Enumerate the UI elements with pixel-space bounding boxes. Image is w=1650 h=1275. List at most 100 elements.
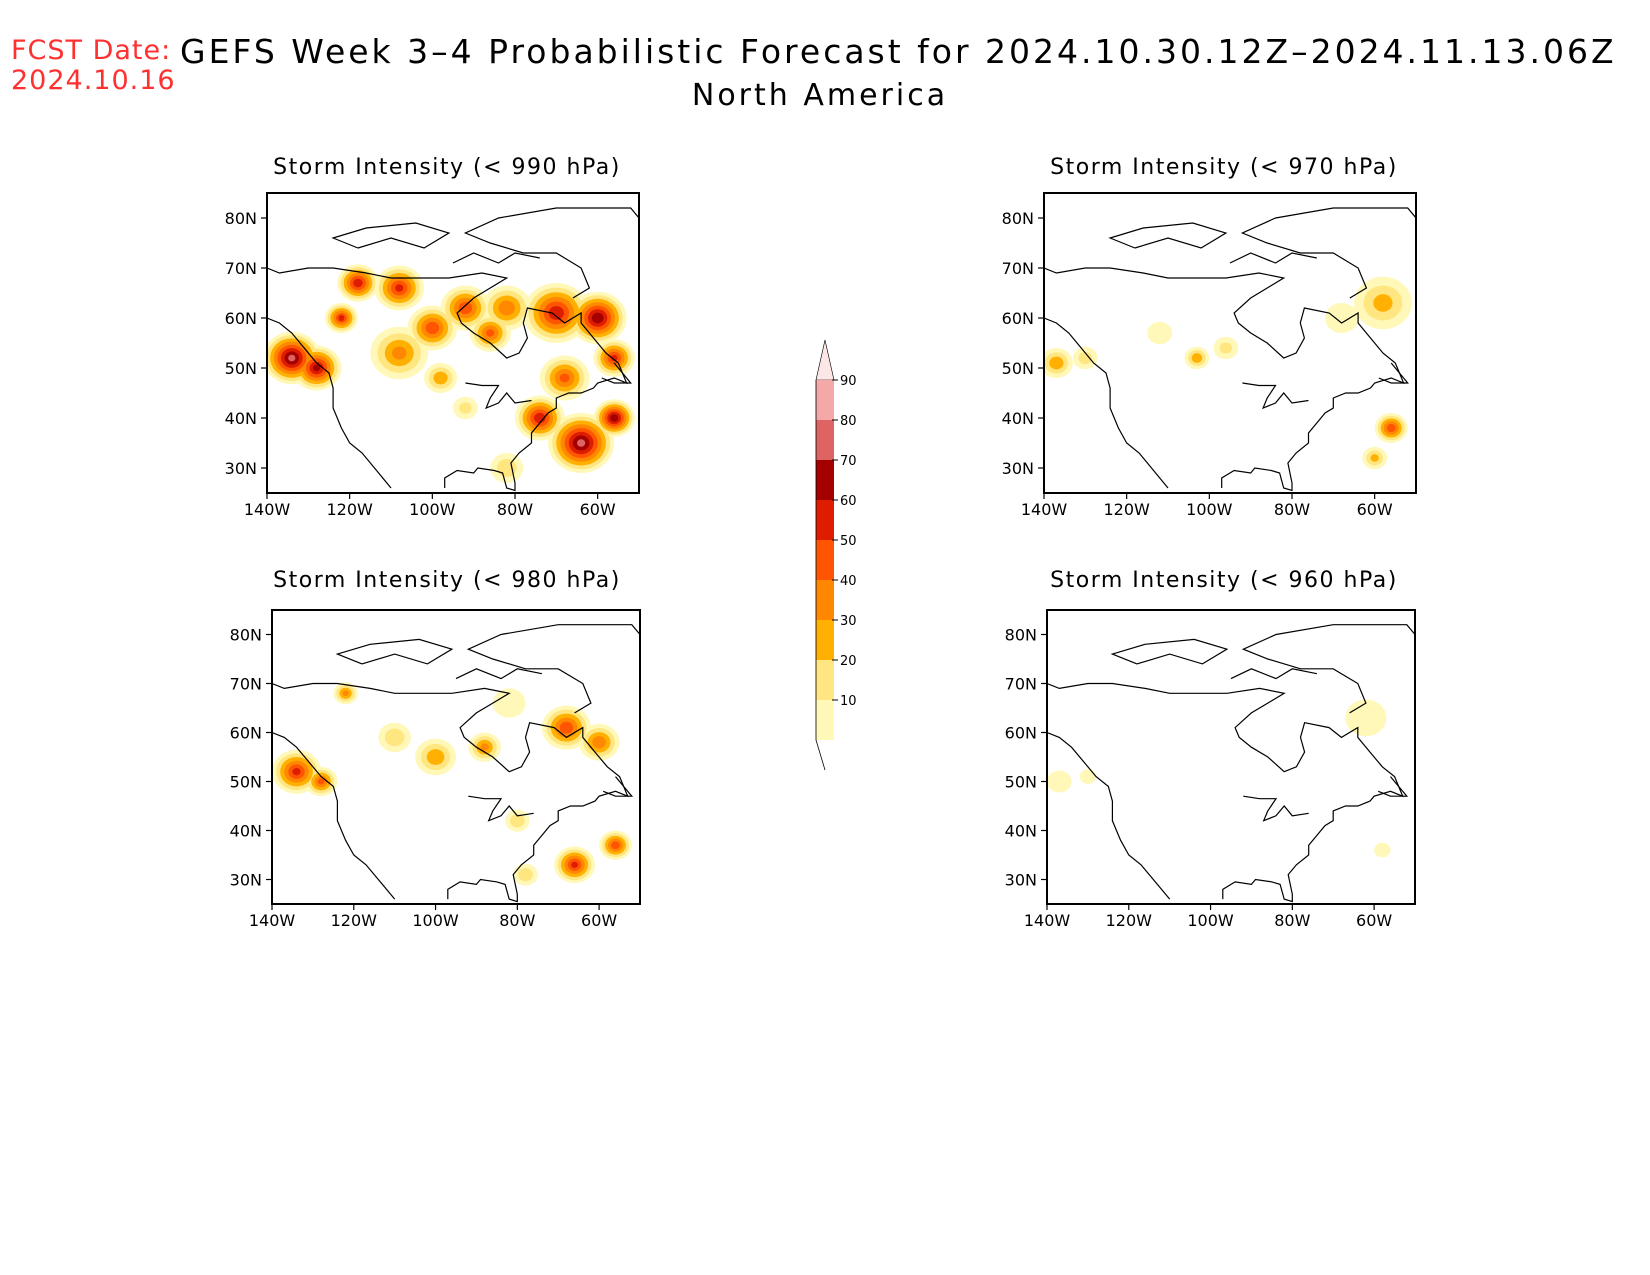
coastline: [468, 795, 534, 822]
probability-contour: [1047, 770, 1072, 793]
probability-shading: [267, 264, 635, 483]
coastline: [1229, 252, 1317, 264]
probability-contour: [1219, 342, 1233, 354]
probability-contour: [1147, 321, 1173, 345]
probability-contour: [1374, 842, 1391, 858]
lon-tick-label: 60W: [580, 500, 616, 519]
lat-tick-label: 60N: [1005, 724, 1037, 743]
coastline: [272, 682, 629, 903]
lat-tick-label: 50N: [1002, 359, 1034, 378]
probability-contour: [571, 861, 578, 868]
lon-tick-label: 100W: [409, 500, 456, 519]
map-frame: [266, 192, 640, 494]
lon-tick-label: 140W: [1021, 500, 1068, 519]
colorbar-box: [816, 620, 834, 660]
probability-contour: [459, 402, 472, 414]
page-subtitle: North America: [691, 78, 949, 113]
coastline: [331, 222, 451, 249]
coastline: [601, 362, 632, 384]
lon-tick-label: 120W: [331, 911, 378, 930]
probability-contour: [292, 768, 301, 776]
probability-contour: [480, 743, 489, 751]
lon-tick-label: 140W: [249, 911, 296, 930]
lat-tick-label: 30N: [225, 459, 257, 478]
colorbar-boxes: 10 20 30 40 50 60 70 80 90: [815, 339, 857, 771]
colorbar-label: 80: [840, 414, 857, 429]
lat-tick-label: 50N: [225, 359, 257, 378]
lon-tick-label: 80W: [497, 500, 533, 519]
coastline: [1047, 731, 1171, 900]
lat-tick-label: 40N: [225, 409, 257, 428]
coastlines: [1044, 207, 1416, 492]
map-panel-990: Storm Intensity (< 990 hPa) 80N 70N 60N 50N…: [225, 155, 640, 519]
map-frame: [271, 609, 641, 905]
lat-tick-label: 60N: [230, 724, 262, 743]
map-panel-980: Storm Intensity (< 980 hPa) 80N 70N 60N 50N…: [230, 568, 641, 930]
coastline: [1241, 624, 1415, 714]
colorbar-legend: 10 20 30 40 50 60 70 80 90: [815, 339, 857, 771]
probability-contour: [313, 364, 321, 372]
coastline: [602, 776, 634, 797]
probability-contour: [392, 346, 407, 360]
coastline: [335, 638, 454, 665]
coastline: [1044, 317, 1169, 489]
lat-tick-label: 80N: [1002, 209, 1034, 228]
lat-tick-label: 40N: [230, 822, 262, 841]
colorbar-label: 50: [840, 534, 857, 549]
coastlines: [272, 624, 640, 903]
probability-contour: [509, 814, 525, 828]
coastline: [463, 207, 639, 299]
probability-contour: [317, 778, 325, 785]
lon-tick-label: 60W: [1356, 911, 1392, 930]
map-area: 80N 70N 60N 50N 40N 30N 140W 120W 100W 80W 60W: [1005, 609, 1416, 930]
lon-tick-label: 60W: [1357, 500, 1393, 519]
panel-title: Storm Intensity (< 970 hPa): [1050, 155, 1398, 180]
coastline: [455, 668, 543, 680]
map-frame: [1043, 192, 1417, 494]
probability-contour: [353, 278, 363, 288]
lon-tick-label: 140W: [1024, 911, 1071, 930]
probability-contour: [1049, 356, 1064, 370]
probability-contour: [425, 321, 440, 335]
lat-tick-label: 30N: [1002, 459, 1034, 478]
probability-contour: [426, 749, 445, 765]
lon-tick-label: 60W: [581, 911, 617, 930]
probability-contour: [611, 841, 620, 850]
probability-contour: [559, 373, 570, 383]
colorbar-box: [816, 580, 834, 620]
coastline: [267, 317, 392, 489]
colorbar-edge: [815, 380, 826, 771]
probability-contour: [338, 315, 345, 321]
lon-tick-label: 80W: [1274, 500, 1310, 519]
colorbar-box: [816, 660, 834, 700]
probability-contour: [288, 354, 296, 362]
map-area: 80N 70N 60N 50N 40N 30N 140W 120W 100W 80W 60W: [225, 192, 640, 519]
panel-title: Storm Intensity (< 990 hPa): [273, 155, 621, 180]
coastline: [1047, 682, 1404, 903]
lon-tick-label: 80W: [499, 911, 535, 930]
coastline: [452, 252, 540, 264]
map-area: 80N 70N 60N 50N 40N 30N 140W 120W 100W 80W 60W: [1002, 192, 1417, 519]
coastlines: [1047, 624, 1415, 903]
probability-contour: [458, 301, 473, 315]
colorbar-label: 60: [840, 494, 857, 509]
colorbar-label: 10: [840, 694, 857, 709]
probability-contour: [342, 690, 349, 697]
probability-contour: [498, 300, 515, 316]
page-title: GEFS Week 3–4 Probabilistic Forecast for…: [180, 32, 1617, 71]
coastline: [1243, 795, 1309, 822]
coastline: [267, 267, 628, 492]
coastline: [1044, 267, 1405, 492]
coastline: [1110, 638, 1229, 665]
probability-contour: [395, 284, 404, 292]
map-panel-970: Storm Intensity (< 970 hPa) 80N 70N 60N 50N…: [1002, 155, 1417, 519]
lon-tick-label: 100W: [1186, 500, 1233, 519]
map-frame: [1046, 609, 1416, 905]
coastline: [465, 382, 532, 410]
probability-contour: [1373, 294, 1393, 312]
lon-tick-label: 80W: [1274, 911, 1310, 930]
coastline: [1240, 207, 1416, 299]
coastline: [1230, 668, 1318, 680]
probability-contour: [548, 306, 564, 320]
probability-contour: [433, 371, 448, 385]
